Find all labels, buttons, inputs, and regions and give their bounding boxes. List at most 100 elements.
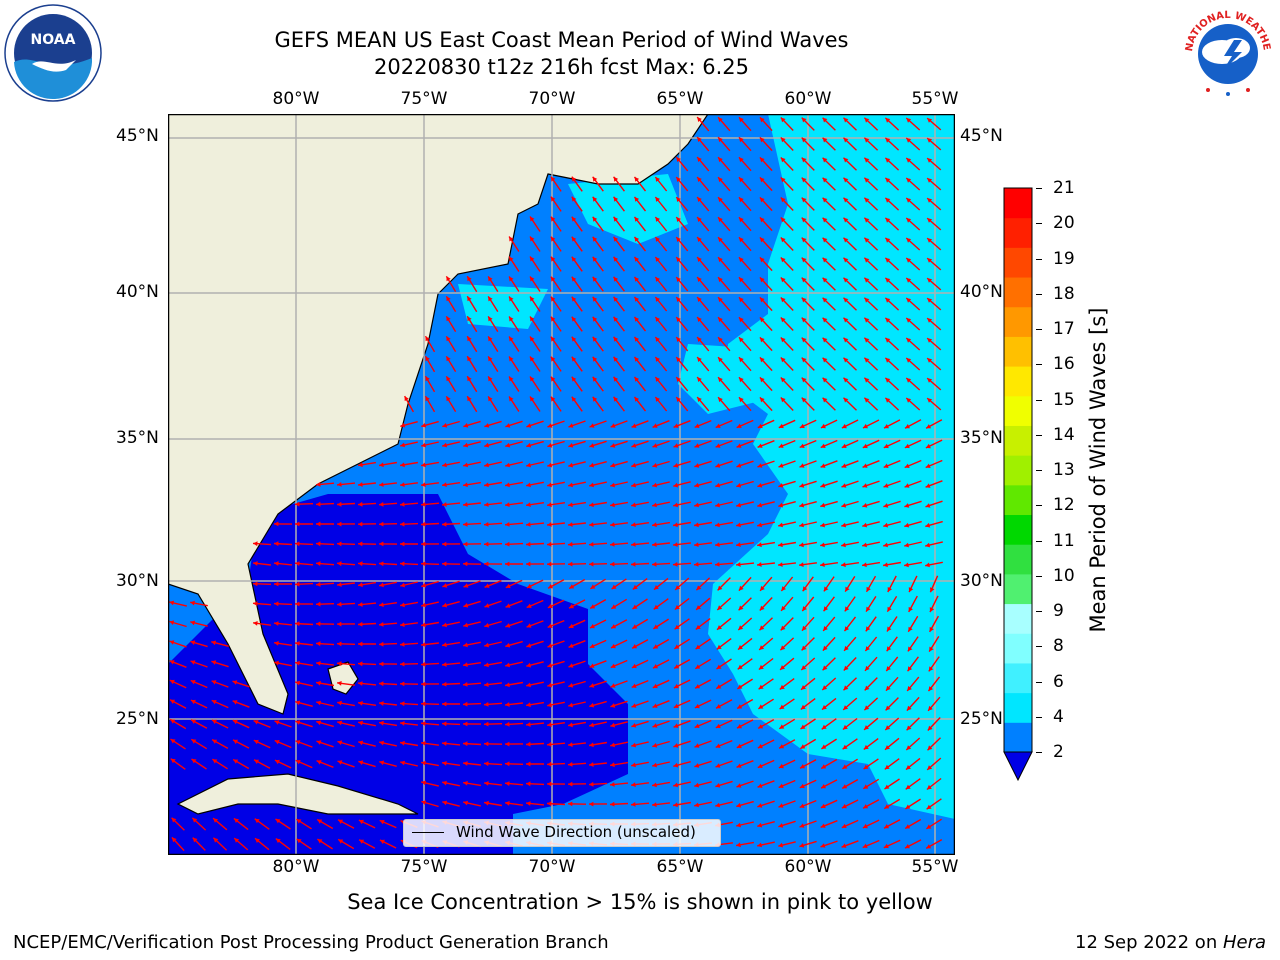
- wind-wave-arrowhead: [716, 704, 721, 709]
- wind-wave-arrowhead: [568, 781, 573, 787]
- wind-wave-arrowhead: [358, 521, 363, 527]
- wind-wave-arrowhead: [379, 681, 384, 687]
- wind-wave-arrowhead: [613, 276, 619, 282]
- wind-wave-arrowhead: [634, 176, 640, 182]
- wind-wave-arrowhead: [358, 621, 363, 627]
- colorbar-tick-label: 16: [1053, 354, 1075, 375]
- colorbar-tick-label: 19: [1053, 248, 1075, 269]
- wind-wave-arrowhead: [442, 442, 448, 448]
- wind-wave-arrowhead: [738, 605, 744, 611]
- wind-wave-arrowhead: [253, 561, 258, 566]
- wind-wave-arrowhead: [610, 462, 616, 468]
- wind-wave-arrowhead: [716, 684, 722, 689]
- wind-wave-arrowhead: [820, 562, 825, 567]
- wind-wave-arrowhead: [757, 562, 762, 567]
- wind-wave-arrowhead: [233, 739, 238, 745]
- wind-wave-arrowhead: [442, 642, 447, 648]
- wind-wave-arrowhead: [634, 216, 640, 222]
- wind-wave-arrowhead: [863, 744, 869, 750]
- wind-wave-arrowhead: [736, 483, 742, 488]
- wind-wave-arrowhead: [295, 521, 300, 527]
- lat-label-left: 35°N: [116, 428, 159, 448]
- wind-wave-arrowhead: [634, 376, 640, 382]
- wind-wave-arrowhead: [842, 744, 848, 750]
- wind-wave-arrowhead: [865, 665, 870, 671]
- wind-wave-arrowhead: [843, 237, 849, 243]
- wind-wave-arrowhead: [316, 700, 321, 706]
- wind-wave-arrowhead: [421, 681, 426, 687]
- wind-wave-arrowhead: [274, 720, 280, 725]
- wind-wave-arrowhead: [295, 601, 300, 607]
- wind-wave-arrowhead: [400, 602, 405, 608]
- wind-wave-arrowhead: [801, 357, 807, 363]
- wind-wave-arrowhead: [757, 423, 763, 429]
- wind-wave-arrowhead: [801, 217, 807, 223]
- wind-wave-arrowhead: [927, 118, 933, 123]
- wind-wave-arrowhead: [467, 356, 472, 362]
- wind-wave-arrowhead: [509, 316, 514, 322]
- wind-wave-arrowhead: [610, 801, 615, 807]
- wind-wave-arrowhead: [800, 704, 806, 710]
- wind-wave-arrowhead: [865, 646, 870, 651]
- wind-wave-arrowhead: [676, 337, 681, 342]
- wind-wave-arrowhead: [171, 817, 177, 823]
- wind-wave-arrowhead: [864, 137, 870, 143]
- wind-wave-arrowhead: [780, 257, 786, 263]
- colorbar-label: Mean Period of Wind Waves [s]: [1086, 307, 1110, 633]
- wind-wave-arrowhead: [526, 801, 531, 806]
- wind-wave-arrowhead: [862, 843, 868, 848]
- wind-wave-arrowhead: [530, 396, 535, 402]
- wind-wave-arrowhead: [568, 702, 573, 708]
- wind-wave-arrowhead: [738, 585, 744, 591]
- wind-wave-arrowhead: [759, 317, 765, 323]
- wind-wave-arrowhead: [337, 621, 342, 627]
- chart-title: GEFS MEAN US East Coast Mean Period of W…: [274, 28, 849, 52]
- cyan-patch-mid: [458, 284, 548, 329]
- wind-wave-arrowhead: [358, 760, 364, 765]
- wind-wave-arrowhead: [885, 357, 891, 363]
- wind-wave-arrowhead: [884, 824, 889, 829]
- wind-wave-arrowhead: [589, 443, 595, 448]
- wind-wave-arrowhead: [864, 377, 870, 383]
- wind-wave-arrowhead: [801, 257, 807, 263]
- wind-wave-arrowhead: [906, 198, 912, 203]
- wind-wave-arrowhead: [488, 396, 493, 402]
- wind-wave-arrowhead: [632, 624, 638, 629]
- wind-wave-arrowhead: [927, 218, 933, 223]
- wind-wave-arrowhead: [296, 838, 302, 844]
- lon-label-bot: 80°W: [272, 857, 320, 877]
- wind-wave-arrowhead: [484, 761, 489, 767]
- wind-wave-arrowhead: [613, 236, 619, 242]
- wind-wave-arrowhead: [316, 621, 321, 627]
- wind-wave-arrowhead: [887, 606, 892, 612]
- wind-wave-arrowhead: [801, 645, 807, 651]
- wind-wave-arrowhead: [736, 463, 742, 468]
- wind-wave-arrowhead: [697, 337, 702, 342]
- wind-wave-arrowhead: [801, 377, 807, 383]
- wind-wave-arrowhead: [778, 823, 784, 828]
- wind-wave-arrowhead: [841, 562, 846, 568]
- wind-wave-arrowhead: [589, 643, 595, 648]
- lon-label-top: 75°W: [400, 89, 448, 109]
- wind-wave-arrowhead: [526, 522, 531, 527]
- wind-wave-arrowhead: [484, 502, 489, 507]
- wind-wave-arrowhead: [571, 316, 577, 322]
- wind-wave-arrowhead: [885, 117, 891, 123]
- wind-wave-arrowhead: [613, 216, 619, 222]
- wind-wave-arrowhead: [696, 605, 701, 610]
- wind-wave-arrowhead: [463, 642, 468, 648]
- wind-wave-arrowhead: [275, 838, 281, 844]
- colorbar-segment: [1004, 395, 1032, 426]
- wind-wave-arrowhead: [821, 784, 826, 789]
- wind-wave-arrowhead: [421, 561, 426, 567]
- wind-wave-arrowhead: [295, 660, 300, 666]
- colorbar-tick-mark: [1036, 505, 1042, 507]
- wind-wave-arrowhead: [400, 721, 405, 726]
- wind-wave-arrowhead: [295, 581, 300, 587]
- wind-wave-arrowhead: [631, 522, 636, 527]
- wind-wave-arrowhead: [925, 562, 930, 568]
- wind-wave-arrowhead: [484, 642, 489, 648]
- wind-wave-arrowhead: [170, 719, 176, 724]
- wind-wave-arrowhead: [547, 603, 553, 609]
- wind-wave-arrowhead: [694, 703, 700, 709]
